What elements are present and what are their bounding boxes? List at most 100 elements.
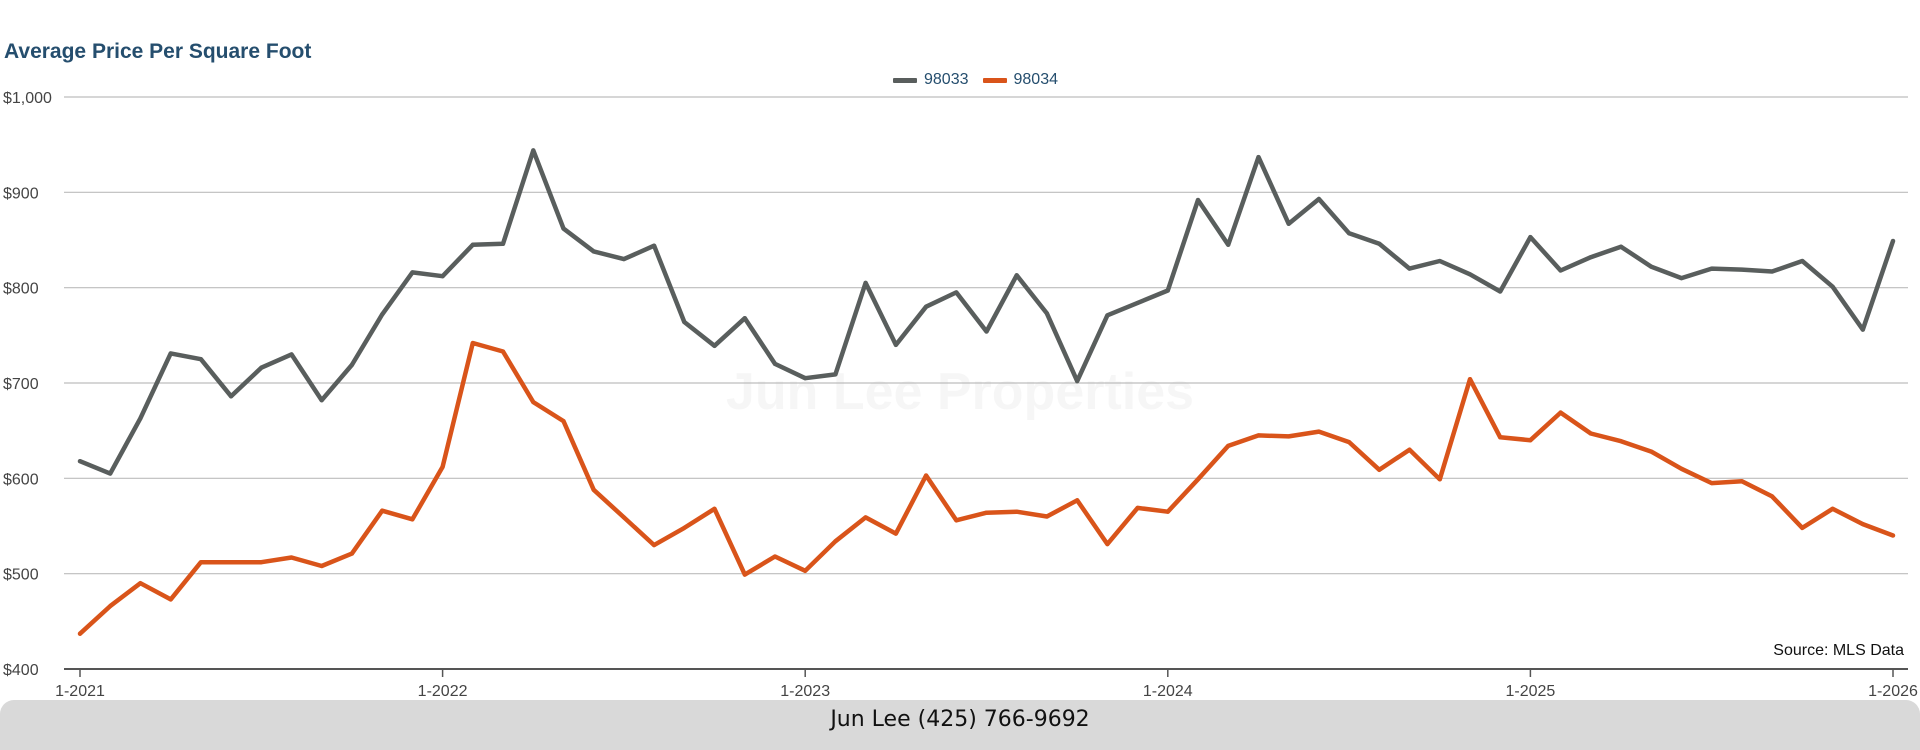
data-point-98034: [1800, 525, 1805, 530]
data-point-98034: [591, 487, 596, 492]
legend-label-98033: 98033: [924, 71, 969, 88]
data-point-98033: [1709, 266, 1714, 271]
data-point-98034: [893, 531, 898, 536]
data-point-98033: [198, 357, 203, 362]
data-point-98034: [108, 604, 113, 609]
data-point-98034: [1679, 466, 1684, 471]
data-point-98034: [863, 515, 868, 520]
data-point-98033: [652, 243, 657, 248]
data-point-98033: [1407, 266, 1412, 271]
footer-contact: Jun Lee (425) 766-9692: [830, 707, 1090, 732]
data-point-98033: [1860, 327, 1865, 332]
y-tick-label: $400: [3, 662, 39, 679]
data-point-98034: [470, 340, 475, 345]
data-point-98033: [1075, 379, 1080, 384]
data-point-98034: [742, 572, 747, 577]
data-point-98034: [1105, 542, 1110, 547]
line-chart: $400 $500 $600 $700 $800 $900 $1,000 1-2021 1-20…: [3, 90, 1918, 700]
y-tick-label: $600: [3, 471, 39, 488]
data-point-98034: [652, 543, 657, 548]
data-point-98034: [803, 568, 808, 573]
y-tick-label: $800: [3, 281, 39, 298]
data-point-98034: [1739, 479, 1744, 484]
data-point-98033: [1649, 264, 1654, 269]
data-point-98033: [259, 365, 264, 370]
data-point-98034: [954, 518, 959, 523]
data-point-98033: [954, 290, 959, 295]
legend-item-98034[interactable]: 98034: [982, 71, 1058, 89]
series-line-98034: [77, 340, 1896, 636]
data-point-98033: [501, 241, 506, 246]
data-point-98034: [1044, 514, 1049, 519]
source-note: Source: MLS Data: [1773, 642, 1904, 659]
data-point-98034: [561, 419, 566, 424]
data-point-98033: [349, 362, 354, 367]
chart-title: Average Price Per Square Foot: [4, 40, 312, 63]
data-point-98034: [924, 473, 929, 478]
data-point-98033: [138, 416, 143, 421]
data-point-98034: [78, 631, 82, 636]
data-point-98033: [1528, 235, 1533, 240]
data-point-98034: [1649, 449, 1654, 454]
data-point-98033: [893, 342, 898, 347]
data-point-98033: [1044, 311, 1049, 316]
data-point-98034: [682, 525, 687, 530]
data-point-98034: [1407, 447, 1412, 452]
data-point-98034: [380, 508, 385, 513]
data-point-98034: [349, 551, 354, 556]
y-tick-label: $1,000: [3, 90, 52, 107]
data-point-98033: [1467, 272, 1472, 277]
data-point-98034: [1377, 467, 1382, 472]
data-point-98034: [1558, 410, 1563, 415]
series-line-98033: [77, 148, 1896, 476]
data-point-98033: [561, 226, 566, 231]
data-point-98034: [772, 554, 777, 559]
data-point-98033: [682, 319, 687, 324]
data-point-98034: [1286, 434, 1291, 439]
data-point-98033: [803, 376, 808, 381]
data-point-98034: [1347, 440, 1352, 445]
x-tick-label: 1-2022: [418, 683, 468, 700]
x-tick-label: 1-2024: [1143, 683, 1193, 700]
data-point-98033: [1619, 244, 1624, 249]
x-tick-label: 1-2021: [55, 683, 105, 700]
data-point-98034: [712, 506, 717, 511]
data-point-98033: [1377, 241, 1382, 246]
data-point-98034: [319, 564, 324, 569]
data-point-98033: [1679, 276, 1684, 281]
data-point-98034: [1075, 498, 1080, 503]
y-tick-label: $500: [3, 567, 39, 584]
data-point-98034: [531, 400, 536, 405]
chart-legend: 98033 98034: [893, 71, 1058, 89]
data-point-98033: [1165, 288, 1170, 293]
data-point-98033: [1830, 284, 1835, 289]
data-point-98034: [440, 464, 445, 469]
data-point-98034: [984, 510, 989, 515]
data-point-98033: [924, 304, 929, 309]
data-point-98033: [108, 471, 113, 476]
data-point-98034: [138, 581, 143, 586]
data-point-98034: [1891, 533, 1895, 538]
data-point-98033: [78, 459, 82, 464]
data-point-98033: [1739, 267, 1744, 272]
data-point-98034: [1588, 431, 1593, 436]
data-point-98033: [1558, 268, 1563, 273]
data-point-98034: [833, 539, 838, 544]
data-point-98034: [1770, 494, 1775, 499]
data-point-98034: [1619, 439, 1624, 444]
data-point-98033: [863, 280, 868, 285]
data-point-98033: [1347, 231, 1352, 236]
data-point-98033: [289, 352, 294, 357]
data-point-98033: [1226, 242, 1231, 247]
data-point-98034: [1437, 477, 1442, 482]
data-point-98033: [1135, 300, 1140, 305]
data-point-98033: [984, 329, 989, 334]
x-tick-label: 1-2023: [780, 683, 830, 700]
data-point-98033: [1286, 221, 1291, 226]
data-point-98033: [1014, 273, 1019, 278]
legend-item-98033[interactable]: 98033: [893, 71, 969, 89]
data-point-98034: [259, 560, 264, 565]
data-point-98033: [591, 249, 596, 254]
data-point-98034: [1135, 505, 1140, 510]
data-point-98033: [1800, 258, 1805, 263]
